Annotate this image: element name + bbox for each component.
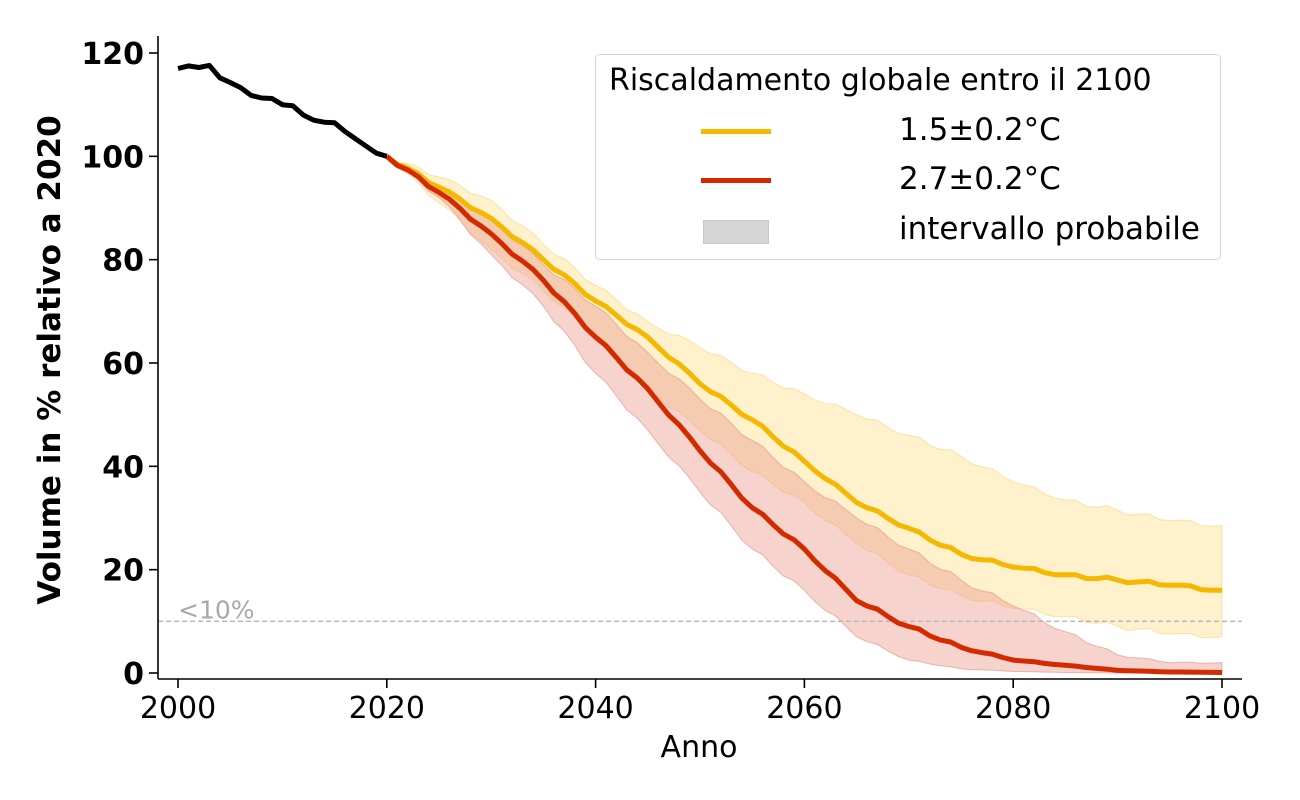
legend-swatch-1-5c [701,129,771,134]
y-tick-label: 40 [102,450,144,485]
x-tick-label: 2060 [766,691,842,726]
x-tick-label: 2080 [975,691,1051,726]
legend: Riscaldamento globale entro il 2100 1.5±… [595,54,1221,260]
series-line-2-7c [385,154,1223,675]
y-tick-label: 100 [81,140,144,175]
legend-item-range: intervallo probabile [701,211,1201,251]
x-tick-label: 2040 [557,691,633,726]
band-2-7c [386,155,1223,674]
series-line-1-5c [385,154,1223,593]
legend-title: Riscaldamento globale entro il 2100 [609,63,1152,98]
x-tick-label: 2020 [349,691,425,726]
y-tick-label: 80 [102,244,144,279]
uncertainty-bands [386,155,1223,674]
y-tick-label: 60 [102,347,144,382]
x-tick-label: 2000 [140,691,216,726]
y-tick-label: 120 [81,37,144,72]
series-line-historical [177,62,388,159]
y-tick-label: 20 [102,554,144,589]
legend-item-2-7c: 2.7±0.2°C [701,161,1201,201]
x-axis-ticks: 2000 2020 2040 2060 2080 2100 [140,679,1260,726]
y-axis-ticks: 0 20 40 60 80 100 120 [81,37,158,692]
legend-swatch-2-7c [701,178,771,183]
x-axis-title: Anno [661,730,738,765]
legend-swatch-range [703,220,769,244]
reference-line-label: <10% [178,595,255,624]
legend-item-1-5c: 1.5±0.2°C [701,112,1201,152]
y-tick-label: 0 [123,657,144,692]
y-axis-title: Volume in % relativo a 2020 [32,115,68,604]
legend-label-range: intervallo probabile [899,211,1200,247]
band-1-5c [386,155,1223,639]
x-tick-label: 2100 [1184,691,1260,726]
legend-label-1-5c: 1.5±0.2°C [899,112,1061,148]
legend-label-2-7c: 2.7±0.2°C [899,161,1061,197]
series-lines [177,62,1223,675]
